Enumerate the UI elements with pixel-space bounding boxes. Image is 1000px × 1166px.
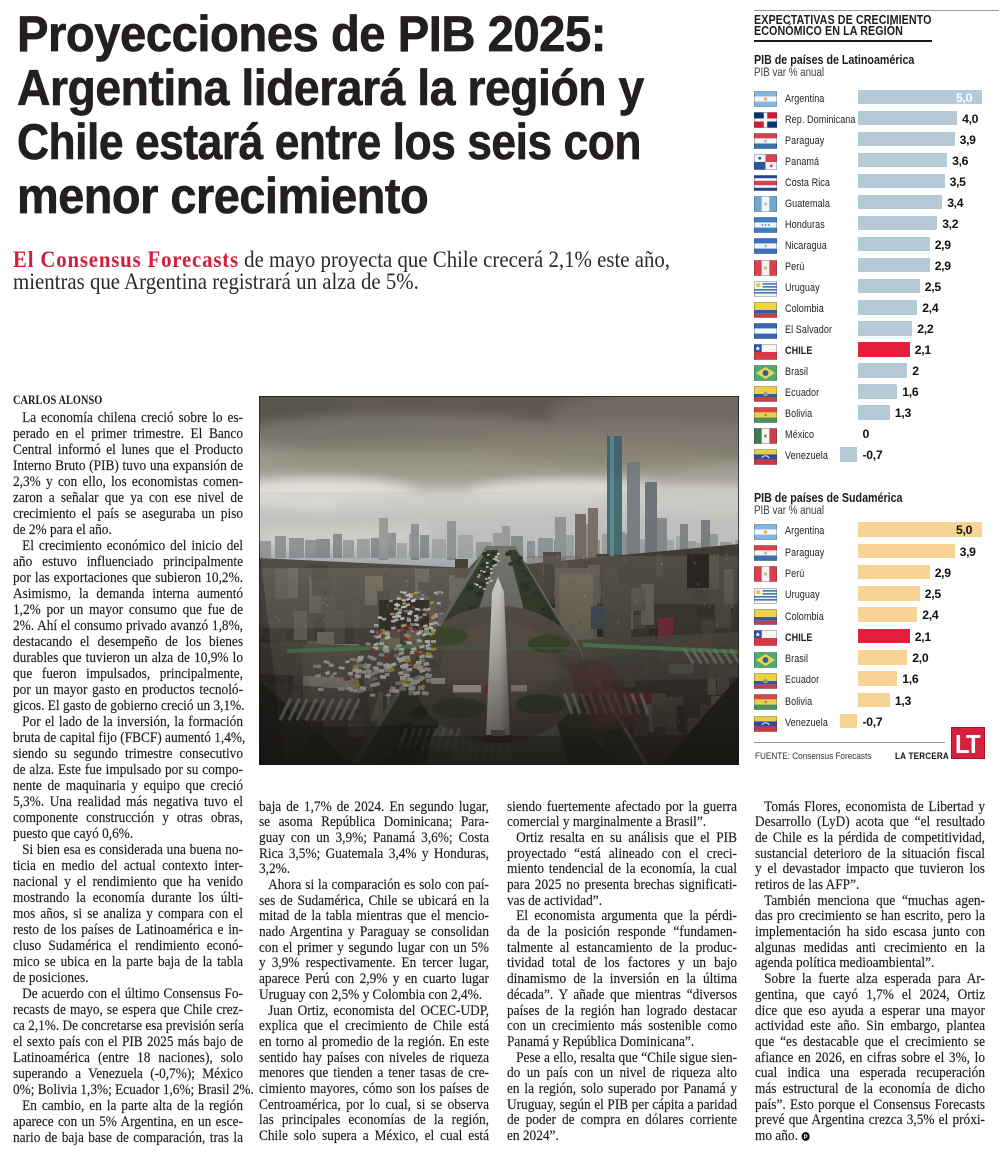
svg-text:P: P bbox=[803, 1133, 807, 1140]
